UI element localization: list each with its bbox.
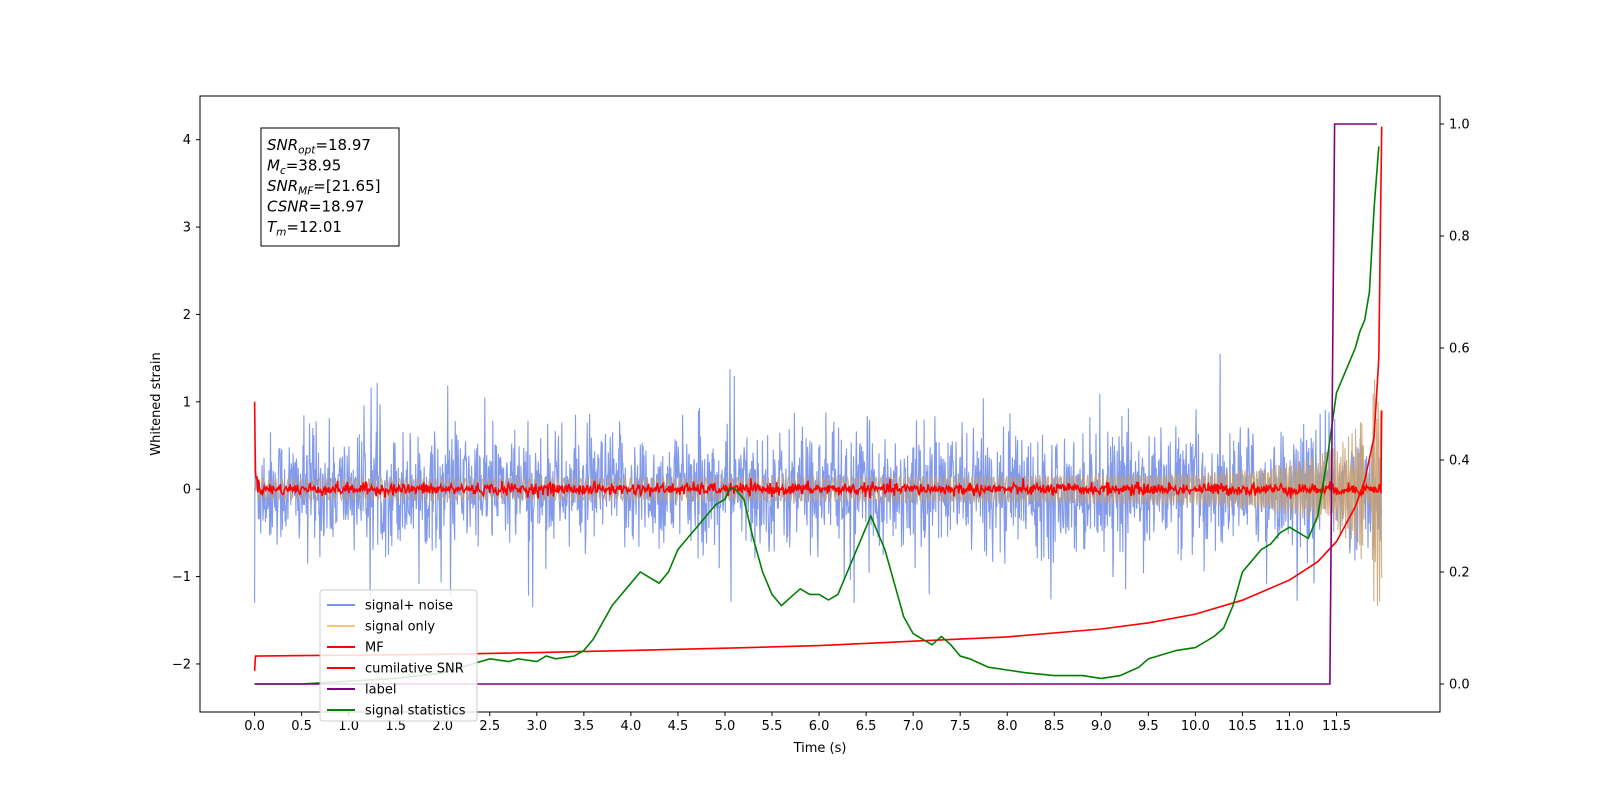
x-tick-label: 7.0 <box>903 719 924 734</box>
y-right-tick-label: 0.2 <box>1449 566 1470 581</box>
y-left-tick-label: 4 <box>183 133 191 148</box>
x-tick-label: 1.0 <box>338 719 359 734</box>
y-left-tick-label: 3 <box>183 221 191 236</box>
x-tick-label: 11.0 <box>1275 719 1304 734</box>
x-tick-label: 7.5 <box>950 719 971 734</box>
y-left-tick-label: 0 <box>183 483 191 498</box>
y-right-tick-label: 0.0 <box>1449 678 1470 693</box>
x-tick-label: 6.5 <box>856 719 877 734</box>
series-signal-statistics <box>254 146 1380 685</box>
legend-frame <box>319 589 478 722</box>
x-tick-label: 10.0 <box>1181 719 1210 734</box>
legend-label: signal+ noise <box>365 599 453 614</box>
x-tick-label: 3.5 <box>574 719 595 734</box>
x-tick-label: 0.5 <box>291 719 312 734</box>
x-tick-label: 6.0 <box>809 719 830 734</box>
x-tick-label: 2.5 <box>479 719 500 734</box>
annotation-line: SNRMF=[21.65] <box>267 177 381 198</box>
annotation-frame <box>260 127 400 247</box>
x-tick-label: 4.5 <box>668 719 689 734</box>
series-cumulative-snr <box>253 126 1383 671</box>
annotation-box: SNRopt=18.97Mc=38.95SNRMF=[21.65]CSNR=18… <box>260 127 400 247</box>
annotation-line: Tm=12.01 <box>267 218 342 239</box>
legend-label: label <box>365 683 396 698</box>
annotation-line: Mc=38.95 <box>267 157 341 178</box>
legend-label: signal only <box>365 620 435 635</box>
y-axis-label: Whitened strain <box>149 352 164 455</box>
y-right-tick-label: 1.0 <box>1449 118 1470 133</box>
y-left-tick-label: 2 <box>183 308 191 323</box>
x-tick-label: 0.0 <box>244 719 265 734</box>
ticks: 0.0 0.5 1.0 1.5 2.0 2.5 3.0 3.5 4.0 4.5 5.0 5.5 6.0 6… <box>172 118 1470 735</box>
annotation-line: SNRopt=18.97 <box>267 136 371 157</box>
y-left-tick-label: 1 <box>183 395 191 410</box>
legend-label: cumilative SNR <box>365 662 464 677</box>
x-tick-label: 3.0 <box>526 719 547 734</box>
legend-label: signal statistics <box>365 704 466 719</box>
x-axis-label: Time (s) <box>793 741 847 756</box>
x-tick-label: 9.5 <box>1138 719 1159 734</box>
legend: signal+ noise signal only MF cumilative SNR… <box>319 589 478 722</box>
y-right-tick-label: 0.6 <box>1449 342 1470 357</box>
y-left-tick-label: −2 <box>172 657 191 672</box>
x-tick-label: 2.0 <box>432 719 453 734</box>
annotation-line: CSNR=18.97 <box>267 198 364 216</box>
series-signal-noise <box>254 353 1383 608</box>
x-tick-label: 4.0 <box>621 719 642 734</box>
y-right-tick-label: 0.8 <box>1449 230 1470 245</box>
x-tick-label: 8.0 <box>997 719 1018 734</box>
x-tick-label: 11.5 <box>1322 719 1351 734</box>
series-label <box>254 123 1377 685</box>
x-tick-label: 8.5 <box>1044 719 1065 734</box>
x-tick-label: 9.0 <box>1091 719 1112 734</box>
x-tick-label: 1.5 <box>385 719 406 734</box>
x-tick-label: 5.0 <box>715 719 736 734</box>
axes-frame <box>199 95 1441 713</box>
legend-label: MF <box>365 641 384 656</box>
series-mf <box>253 401 1383 499</box>
y-left-tick-label: −1 <box>172 570 191 585</box>
x-tick-label: 5.5 <box>762 719 783 734</box>
series-signal-only <box>254 379 1383 606</box>
x-tick-label: 10.5 <box>1228 719 1257 734</box>
y-right-tick-label: 0.4 <box>1449 454 1470 469</box>
